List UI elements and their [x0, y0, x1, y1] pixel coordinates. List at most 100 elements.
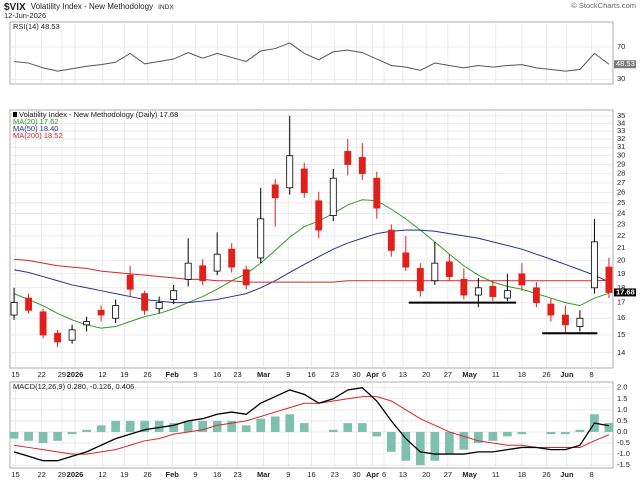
histogram-bar — [328, 429, 338, 432]
x-tick-label: 15 — [11, 470, 19, 479]
candle-body — [83, 321, 91, 326]
x-tick-label: 8 — [589, 370, 593, 379]
candle-body — [10, 302, 18, 316]
signal-line — [13, 396, 610, 455]
x-tick-label: 30 — [352, 470, 360, 479]
x-tick-label: Jun — [560, 370, 574, 379]
x-tick-label: 23 — [233, 470, 241, 479]
histogram-bar — [67, 431, 77, 435]
y-tick-label: 24 — [617, 208, 625, 217]
y-tick-label: 14 — [617, 348, 625, 357]
histogram-bar — [415, 431, 425, 466]
x-tick-label: 23 — [331, 370, 339, 379]
candle-body — [561, 314, 569, 326]
candle-body — [170, 290, 178, 300]
histogram-bar — [183, 420, 193, 432]
moving-average — [14, 258, 609, 283]
histogram-bar — [9, 431, 19, 439]
histogram-bar — [386, 431, 396, 452]
y-tick-label: 28 — [617, 169, 625, 178]
histogram-bar — [299, 423, 309, 432]
candle-body — [489, 285, 497, 297]
y-tick-label: 70 — [617, 42, 625, 51]
y-tick-label: -1.0 — [617, 449, 630, 458]
histogram-bar — [444, 431, 454, 455]
histogram-bar — [140, 420, 149, 432]
x-tick-label: 12 — [98, 470, 106, 479]
candle-body — [358, 157, 366, 174]
candle-body — [460, 278, 468, 296]
candle-body — [39, 311, 47, 336]
x-tick-label: 18 — [518, 470, 526, 479]
histogram-bar — [82, 429, 91, 432]
value-tag — [614, 288, 636, 297]
candle-body — [474, 287, 482, 296]
y-tick-label: 21 — [617, 243, 625, 252]
candle-body — [300, 168, 308, 194]
candle-body — [271, 184, 279, 199]
x-tick-label: 20 — [422, 470, 430, 479]
histogram-bar — [372, 431, 382, 437]
x-tick-label: 9 — [193, 470, 197, 479]
histogram-bar — [285, 414, 295, 432]
panel-label: Volatility Index - New Methodology (Dail… — [19, 110, 178, 119]
legend-entry: MA(200) 18.52 — [13, 131, 63, 140]
x-tick-label: May — [462, 470, 477, 479]
x-tick-label: 23 — [233, 370, 241, 379]
x-tick-label: Mar — [257, 370, 270, 379]
x-tick-label: 13 — [399, 370, 407, 379]
panel-label: MACD(12,26,9) 0.280, -0.126, 0.406 — [13, 382, 134, 391]
x-tick-label: 27 — [444, 370, 452, 379]
histogram-bar — [53, 431, 62, 441]
x-tick-label: 2026 — [67, 370, 84, 379]
x-tick-label: 22 — [37, 370, 45, 379]
histogram-bar — [198, 420, 208, 432]
histogram-bar — [154, 420, 164, 432]
histogram-bar — [38, 431, 48, 444]
candle-body — [503, 290, 511, 299]
y-tick-label: 19 — [617, 269, 625, 278]
y-tick-label: -1.5 — [617, 460, 630, 469]
candle-body — [68, 329, 76, 341]
y-tick-label: 2.0 — [617, 383, 627, 392]
histogram-bar — [430, 431, 440, 461]
candle-body — [155, 302, 163, 310]
x-tick-label: 20 — [422, 370, 430, 379]
candle-body — [141, 293, 149, 311]
x-tick-label: Feb — [166, 470, 180, 479]
x-tick-label: 2026 — [67, 470, 84, 479]
subtitle: Volatility Index - New Methodology — [31, 2, 153, 11]
x-tick-label: Feb — [166, 370, 180, 379]
x-tick-label: 15 — [11, 370, 19, 379]
histogram-bar — [227, 420, 237, 432]
x-tick-label: 26 — [143, 470, 151, 479]
candle-body — [126, 274, 134, 290]
x-tick-label: 6 — [382, 470, 386, 479]
x-tick-label: 19 — [120, 370, 128, 379]
x-tick-label: 11 — [492, 470, 500, 479]
y-tick-label: 29 — [617, 159, 625, 168]
y-tick-label: 31 — [617, 142, 625, 151]
x-tick-label: 26 — [143, 370, 151, 379]
x-tick-label: Apr — [366, 370, 379, 379]
legend-icon — [13, 112, 17, 117]
macd-line — [13, 387, 610, 462]
candle-body — [257, 218, 265, 259]
x-tick-label: 9 — [286, 370, 290, 379]
candle-body — [590, 241, 598, 289]
x-tick-label: 22 — [37, 470, 45, 479]
histogram-bar — [270, 416, 280, 432]
histogram-bar — [357, 423, 367, 432]
candle-body — [315, 200, 323, 231]
header: $VIX Volatility Index - New Methodology … — [4, 2, 174, 13]
x-tick-label: 16 — [307, 470, 315, 479]
candle-body — [605, 266, 613, 293]
histogram-bar — [212, 420, 222, 432]
x-tick-label: 18 — [518, 370, 526, 379]
candle-body — [387, 229, 395, 251]
y-tick-label: 1.5 — [617, 394, 627, 403]
x-tick-label: 16 — [307, 370, 315, 379]
y-tick-label: 0.0 — [617, 427, 627, 436]
y-tick-label: 20 — [617, 256, 625, 265]
